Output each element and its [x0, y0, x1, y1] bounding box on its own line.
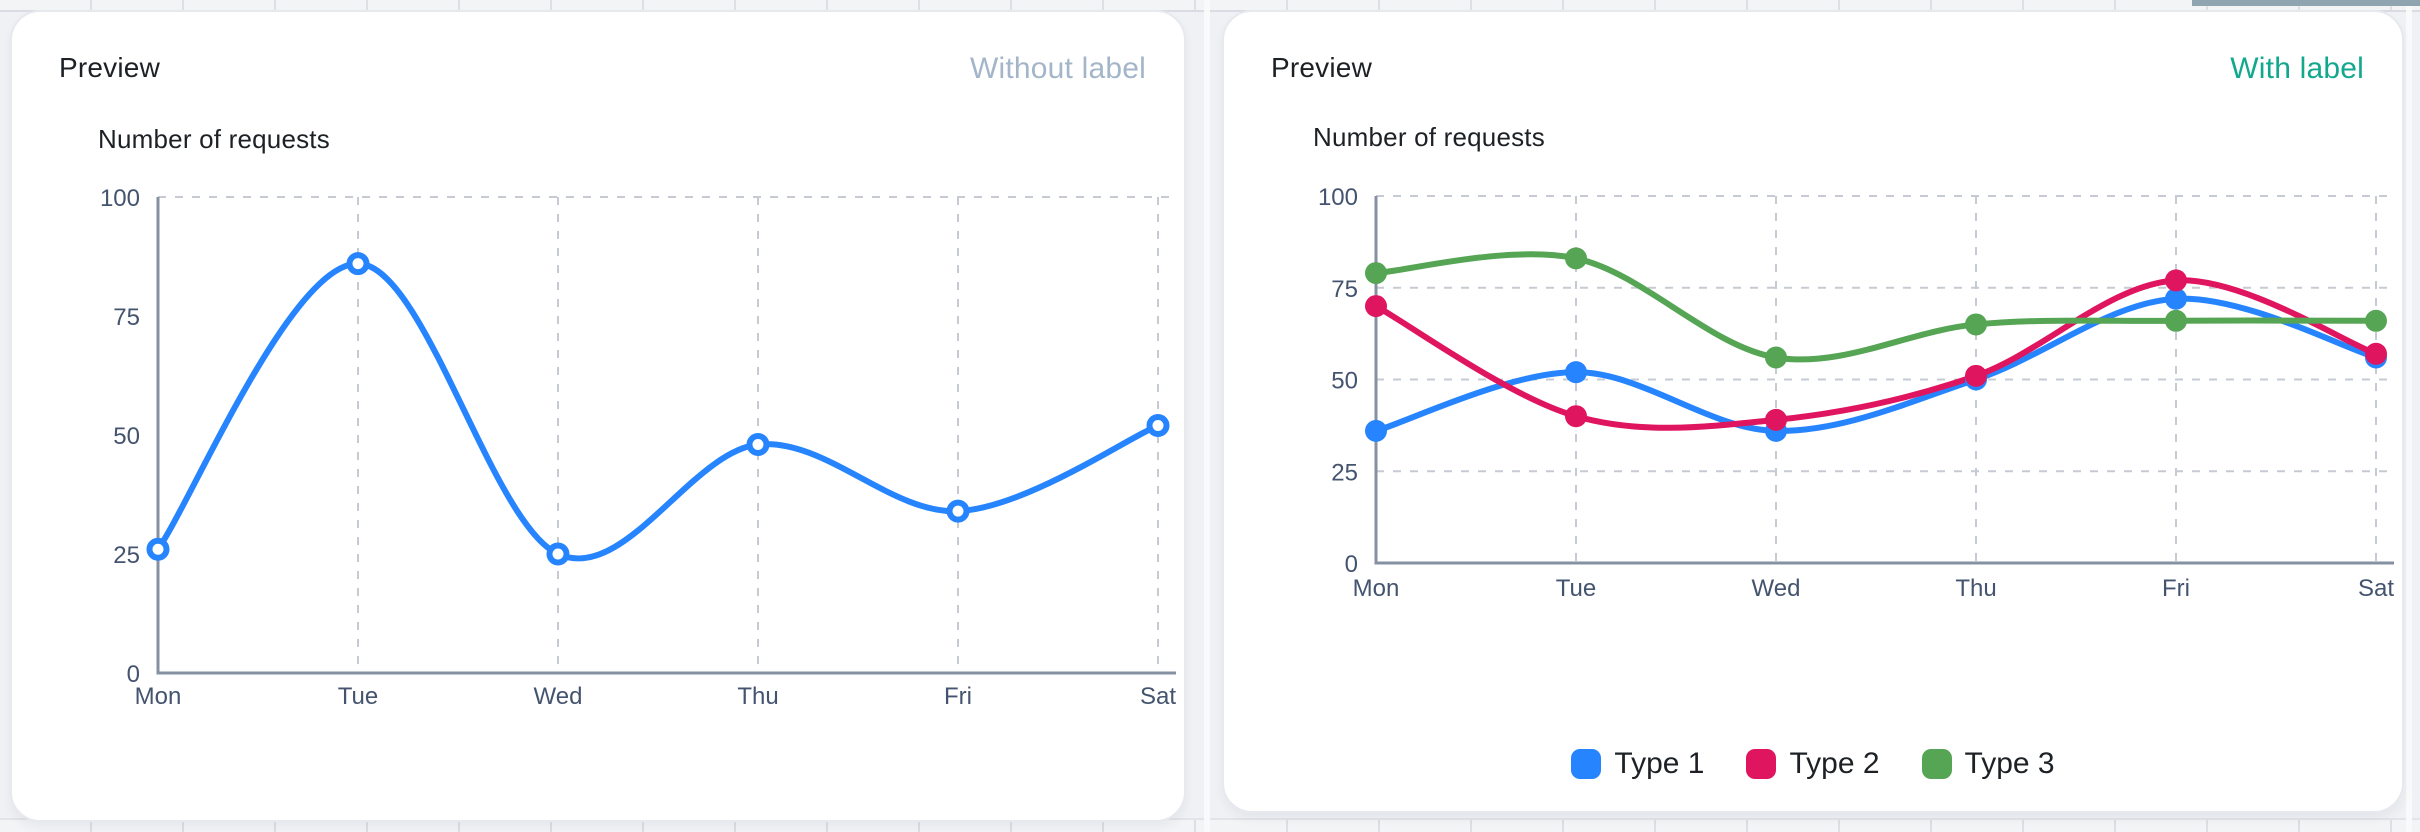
svg-text:75: 75: [113, 304, 140, 331]
chart-label: Number of requests: [98, 124, 330, 154]
card-without-label: Preview Without label Number of requests…: [10, 10, 1186, 822]
variant-label: With label: [2230, 52, 2364, 85]
legend-label: Type 2: [1789, 747, 1880, 780]
svg-text:50: 50: [113, 423, 140, 450]
svg-text:Wed: Wed: [534, 683, 583, 710]
svg-text:75: 75: [1331, 276, 1358, 303]
background-column-divider: [1204, 0, 1210, 832]
svg-text:Fri: Fri: [944, 683, 972, 710]
line-chart-without-label[interactable]: 0 25 50 75 100 Mon Tue Wed Thu Fri Sat: [12, 12, 1188, 824]
legend-item-type-1[interactable]: Type 1: [1571, 747, 1704, 781]
svg-text:Wed: Wed: [1752, 575, 1801, 602]
svg-text:25: 25: [1331, 459, 1358, 486]
svg-text:0: 0: [1345, 551, 1358, 578]
svg-text:Sat: Sat: [1140, 683, 1176, 710]
svg-text:Tue: Tue: [338, 683, 378, 710]
background-column-divider: [2406, 0, 2412, 832]
svg-text:Fri: Fri: [2162, 575, 2190, 602]
legend-label: Type 3: [1964, 747, 2055, 780]
svg-text:100: 100: [100, 185, 140, 212]
background-table-bottom: [0, 818, 2420, 832]
card-title: Preview: [1271, 52, 1372, 83]
svg-text:Mon: Mon: [135, 683, 182, 710]
top-right-accent-bar: [2192, 0, 2420, 6]
legend-swatch: [1746, 749, 1777, 779]
svg-text:Mon: Mon: [1353, 575, 1400, 602]
svg-text:100: 100: [1318, 184, 1358, 211]
legend-swatch: [1571, 749, 1602, 779]
chart-label: Number of requests: [1313, 122, 1545, 152]
legend-item-type-2[interactable]: Type 2: [1746, 747, 1880, 781]
legend-item-type-3[interactable]: Type 3: [1921, 747, 2055, 781]
card-header: Preview Without label: [12, 12, 1184, 86]
legend-swatch: [1921, 749, 1952, 779]
legend-label: Type 1: [1614, 747, 1705, 780]
svg-text:Thu: Thu: [1955, 575, 1996, 602]
card-header: Preview With label: [1224, 12, 2402, 86]
svg-text:0: 0: [127, 661, 140, 688]
svg-text:50: 50: [1331, 368, 1358, 395]
variant-label: Without label: [969, 52, 1146, 85]
card-title: Preview: [59, 52, 160, 83]
background-table-top: [0, 0, 2420, 12]
svg-text:Sat: Sat: [2358, 575, 2394, 602]
card-with-label: Preview With label Number of requests 0 2…: [1222, 10, 2404, 813]
svg-text:Thu: Thu: [737, 683, 778, 710]
svg-text:25: 25: [113, 542, 140, 569]
line-chart-with-label[interactable]: 0 25 50 75 100 Mon Tue Wed Thu Fri Sat: [1224, 12, 2406, 815]
chart-legend: Type 1 Type 2 Type 3: [1224, 747, 2402, 781]
svg-text:Tue: Tue: [1556, 575, 1596, 602]
